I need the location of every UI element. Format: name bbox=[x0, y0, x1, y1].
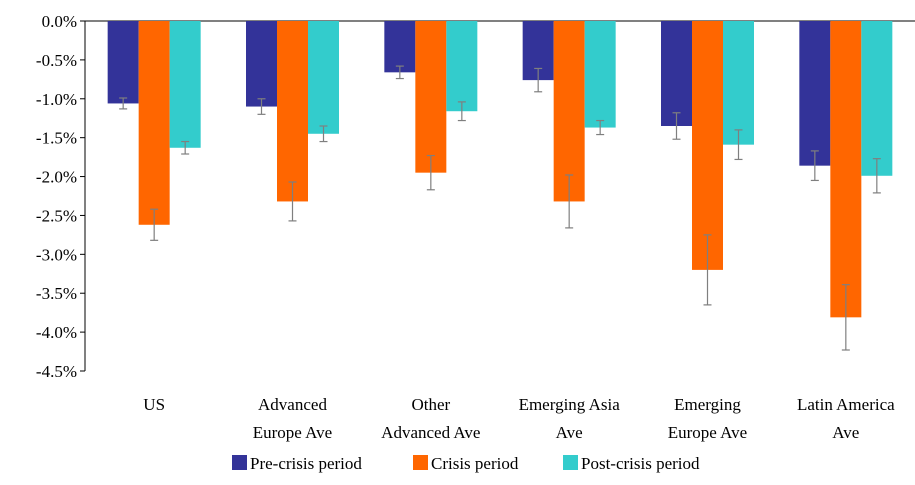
bar-pre-crisis-period-0 bbox=[107, 21, 139, 104]
bar-crisis-period-3 bbox=[553, 21, 585, 202]
category-label: Other bbox=[411, 395, 450, 414]
bar-crisis-period-2 bbox=[415, 21, 447, 173]
bar-crisis-period-0 bbox=[138, 21, 170, 225]
y-tick-label: 0.0% bbox=[42, 12, 77, 31]
category-label: Ave bbox=[556, 423, 583, 442]
x-axis-labels: US Advanced Europe Ave Other Advanced Ave Eme… bbox=[143, 395, 895, 442]
y-tick-label: -4.5% bbox=[36, 362, 77, 381]
bar-crisis-period-1 bbox=[277, 21, 308, 202]
legend-swatch bbox=[413, 455, 428, 470]
legend-label: Crisis period bbox=[431, 454, 519, 473]
bar-post-crisis-period-3 bbox=[584, 21, 616, 128]
legend-swatch bbox=[232, 455, 247, 470]
bar-post-crisis-period-4 bbox=[723, 21, 754, 145]
y-tick-label: -3.5% bbox=[36, 284, 77, 303]
category-label: Emerging Asia bbox=[519, 395, 621, 414]
bar-pre-crisis-period-5 bbox=[799, 21, 831, 166]
legend: Pre-crisis period Crisis period Post-crisi… bbox=[232, 454, 700, 473]
bar-post-crisis-period-1 bbox=[308, 21, 339, 134]
bar-post-crisis-period-0 bbox=[169, 21, 201, 148]
y-tick-label: -4.0% bbox=[36, 323, 77, 342]
y-tick-label: -2.0% bbox=[36, 168, 77, 187]
bar-marks bbox=[107, 21, 893, 318]
y-tick-label: -1.0% bbox=[36, 90, 77, 109]
bar-pre-crisis-period-4 bbox=[661, 21, 692, 126]
bar-post-crisis-period-2 bbox=[446, 21, 478, 112]
y-tick-label: -3.0% bbox=[36, 245, 77, 264]
category-label: Emerging bbox=[674, 395, 741, 414]
legend-label: Pre-crisis period bbox=[250, 454, 362, 473]
category-label: Latin America bbox=[797, 395, 895, 414]
error-bars bbox=[119, 65, 881, 351]
y-axis: 0.0% -0.5% -1.0% -1.5% -2.0% -2.5% -3.0% -3.5% -… bbox=[36, 12, 915, 381]
y-tick-label: -2.5% bbox=[36, 206, 77, 225]
category-label: US bbox=[143, 395, 165, 414]
category-label: Europe Ave bbox=[668, 423, 747, 442]
category-label: Europe Ave bbox=[253, 423, 332, 442]
category-label: Ave bbox=[832, 423, 859, 442]
y-tick-label: -1.5% bbox=[36, 129, 77, 148]
legend-swatch bbox=[563, 455, 578, 470]
legend-label: Post-crisis period bbox=[581, 454, 700, 473]
category-label: Advanced bbox=[258, 395, 327, 414]
bar-pre-crisis-period-1 bbox=[246, 21, 277, 107]
category-label: Advanced Ave bbox=[381, 423, 480, 442]
bar-post-crisis-period-5 bbox=[861, 21, 893, 176]
bar-pre-crisis-period-2 bbox=[384, 21, 416, 73]
bar-crisis-period-4 bbox=[692, 21, 723, 270]
bar-crisis-period-5 bbox=[830, 21, 862, 318]
y-tick-label: -0.5% bbox=[36, 51, 77, 70]
